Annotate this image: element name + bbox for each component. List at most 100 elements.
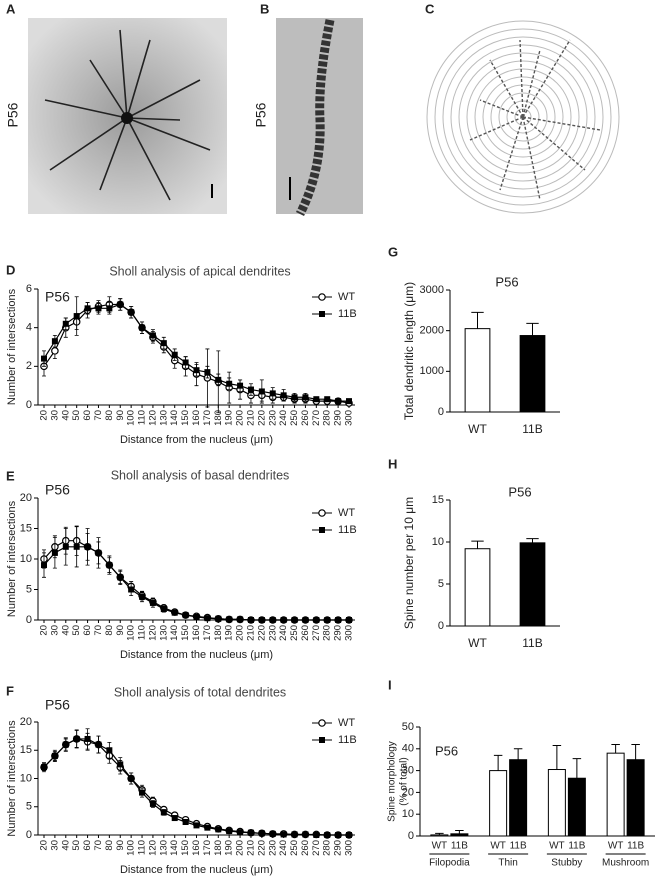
x-tick-label: 230 <box>267 410 278 426</box>
soma <box>121 112 133 124</box>
chart-title: P56 <box>508 484 531 499</box>
age-label: P56 <box>5 102 21 127</box>
marker <box>291 617 298 623</box>
y-axis-title: (% of total) <box>399 757 410 805</box>
marker <box>335 617 342 623</box>
marker <box>182 819 189 826</box>
series-line <box>43 303 349 402</box>
x-tick-label: 80 <box>104 840 115 851</box>
y-axis-title: Number of intersections <box>6 720 18 837</box>
bar <box>509 759 528 837</box>
x-tick-label: 160 <box>191 410 202 426</box>
y-tick-label: 40 <box>402 743 414 755</box>
x-tick-label: 110 <box>137 840 148 855</box>
marker <box>106 747 113 754</box>
x-tick-label: 11B <box>522 422 542 436</box>
x-tick-label: Stubby <box>551 858 582 869</box>
error-bar <box>471 311 484 329</box>
x-tick-label: 260 <box>300 840 311 856</box>
ring <box>474 68 572 166</box>
ring <box>458 52 588 182</box>
marker <box>117 574 124 581</box>
x-tick-label: 180 <box>213 840 224 856</box>
marker <box>73 543 80 550</box>
series-line <box>43 303 350 404</box>
x-tick-label: 30 <box>49 625 60 636</box>
y-tick-label: 0 <box>26 399 32 411</box>
ring <box>466 60 580 174</box>
marker <box>269 617 276 623</box>
neuron-sketch <box>44 29 211 201</box>
x-axis-title: Distance from the nucleus (μm) <box>120 434 273 446</box>
marker <box>226 380 233 387</box>
x-tick-label: 120 <box>147 625 158 641</box>
x-tick-label: 280 <box>322 625 333 641</box>
panel-letter: E <box>6 468 15 483</box>
legend-label: WT <box>338 291 355 303</box>
marker <box>247 829 254 836</box>
marker <box>226 828 233 835</box>
x-tick-label: 300 <box>344 625 355 641</box>
x-tick-label: 60 <box>82 840 93 851</box>
marker <box>51 549 58 556</box>
y-tick-label: 0 <box>438 406 444 418</box>
marker <box>171 351 178 358</box>
marker <box>106 305 113 312</box>
marker <box>117 761 124 768</box>
marker <box>84 543 91 550</box>
ring <box>490 84 556 150</box>
panel-letter: G <box>388 244 398 259</box>
marker <box>117 301 124 308</box>
marker <box>204 615 211 622</box>
panel-letter: B <box>260 1 269 16</box>
ring <box>450 44 596 190</box>
x-tick-label: 90 <box>115 410 126 421</box>
ring <box>434 28 612 206</box>
x-tick-label: 220 <box>256 840 267 856</box>
x-tick-label: 300 <box>344 840 355 856</box>
x-tick-label: 300 <box>344 410 355 426</box>
marker <box>41 764 47 771</box>
y-tick-label: 3000 <box>420 284 444 296</box>
x-tick-label: WT <box>468 636 487 650</box>
x-tick-label: 140 <box>169 840 180 856</box>
error-bar <box>513 748 523 760</box>
marker <box>41 562 47 569</box>
x-tick-label: 30 <box>49 410 60 421</box>
panel-letter: A <box>6 1 16 16</box>
x-tick-label: 50 <box>71 410 82 421</box>
chart-title: P56 <box>435 743 458 758</box>
marker <box>41 355 47 362</box>
marker <box>193 822 200 829</box>
marker <box>318 719 326 727</box>
error-bar <box>552 745 562 770</box>
marker <box>269 390 276 397</box>
age-label: P56 <box>253 102 269 127</box>
marker <box>324 832 331 838</box>
marker <box>73 735 80 742</box>
y-tick-label: 0 <box>438 620 444 632</box>
marker <box>319 311 325 317</box>
marker <box>291 394 298 401</box>
marker <box>160 606 167 613</box>
x-tick-label: 80 <box>104 410 115 421</box>
y-tick-label: 5 <box>26 583 32 595</box>
marker <box>62 320 69 327</box>
x-tick-label: 20 <box>39 840 50 851</box>
x-tick-label: 220 <box>256 625 267 641</box>
marker <box>95 549 102 556</box>
bar-label: WT <box>490 841 506 852</box>
marker <box>215 615 222 622</box>
y-tick-label: 0 <box>26 614 32 626</box>
marker <box>302 617 309 623</box>
error-bar <box>455 830 464 834</box>
x-tick-label: 210 <box>245 625 256 641</box>
marker <box>346 832 352 838</box>
x-tick-label: 170 <box>202 625 213 641</box>
x-axis-title: Distance from the nucleus (μm) <box>120 864 273 876</box>
x-tick-label: 260 <box>300 410 311 426</box>
y-tick-label: 15 <box>20 522 32 534</box>
x-tick-label: 240 <box>278 840 289 856</box>
legend-label: 11B <box>338 524 357 536</box>
marker <box>318 293 326 301</box>
